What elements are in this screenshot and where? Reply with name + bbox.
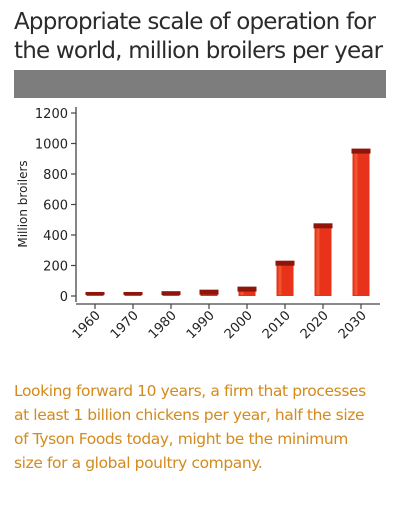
bar-cap xyxy=(275,260,295,266)
bar-2010 xyxy=(275,260,295,296)
bar-cap xyxy=(199,289,219,295)
bar-cap xyxy=(161,291,181,295)
bar-2030 xyxy=(351,148,371,296)
x-axis: 1960 1970 1980 1990 2000 2010 2020 2030 xyxy=(70,303,380,342)
caption-line-4: size for a global poultry company. xyxy=(14,454,263,472)
caption-line-3: of Tyson Foods today, might be the minim… xyxy=(14,430,348,448)
y-tick-label: 200 xyxy=(43,260,68,275)
x-tick-label: 1960 xyxy=(70,308,104,342)
bar-cap xyxy=(237,286,257,292)
y-tick-label: 0 xyxy=(60,290,68,305)
bar-1980 xyxy=(161,291,181,296)
bar-highlight xyxy=(354,152,358,295)
y-tick-label: 1200 xyxy=(35,107,68,122)
x-tick-label: 1980 xyxy=(146,308,180,342)
chart-caption: Looking forward 10 years, a firm that pr… xyxy=(14,379,390,475)
bar-cap xyxy=(351,148,371,154)
y-tick-label: 1000 xyxy=(35,138,68,153)
bar-2020 xyxy=(313,223,333,296)
x-tick-label: 2000 xyxy=(222,308,256,342)
y-axis: 0 200 400 600 800 1000 1200 xyxy=(35,107,77,305)
x-tick-label: 2010 xyxy=(260,308,294,342)
bar-2000 xyxy=(237,286,257,296)
bar-1990 xyxy=(199,289,219,296)
y-tick-label: 400 xyxy=(43,229,68,244)
chart-title-line-2: the world, million broilers per year xyxy=(14,38,383,64)
bar-highlight xyxy=(316,227,320,295)
y-tick-label: 600 xyxy=(43,199,68,214)
bar-highlight xyxy=(240,290,244,295)
x-tick-label: 1990 xyxy=(184,308,218,342)
bar-body xyxy=(238,287,256,296)
bars xyxy=(85,148,371,296)
caption-line-1: Looking forward 10 years, a firm that pr… xyxy=(14,382,366,400)
chart-title: Appropriate scale of operation for the w… xyxy=(14,8,394,66)
bar-1970 xyxy=(123,291,143,296)
y-axis-label: Million broilers xyxy=(16,160,30,247)
y-tick-label: 800 xyxy=(43,168,68,183)
x-tick-label: 2020 xyxy=(298,308,332,342)
x-tick-label: 1970 xyxy=(108,308,142,342)
bar-cap xyxy=(85,291,105,295)
caption-line-2: at least 1 billion chickens per year, ha… xyxy=(14,406,365,424)
chart-title-line-1: Appropriate scale of operation for xyxy=(14,9,376,35)
header-band xyxy=(14,70,386,98)
x-tick-label: 2030 xyxy=(336,308,370,342)
bar-highlight xyxy=(278,264,282,295)
bar-1960 xyxy=(85,291,105,296)
bar-cap xyxy=(123,291,143,295)
bar-cap xyxy=(313,223,333,229)
